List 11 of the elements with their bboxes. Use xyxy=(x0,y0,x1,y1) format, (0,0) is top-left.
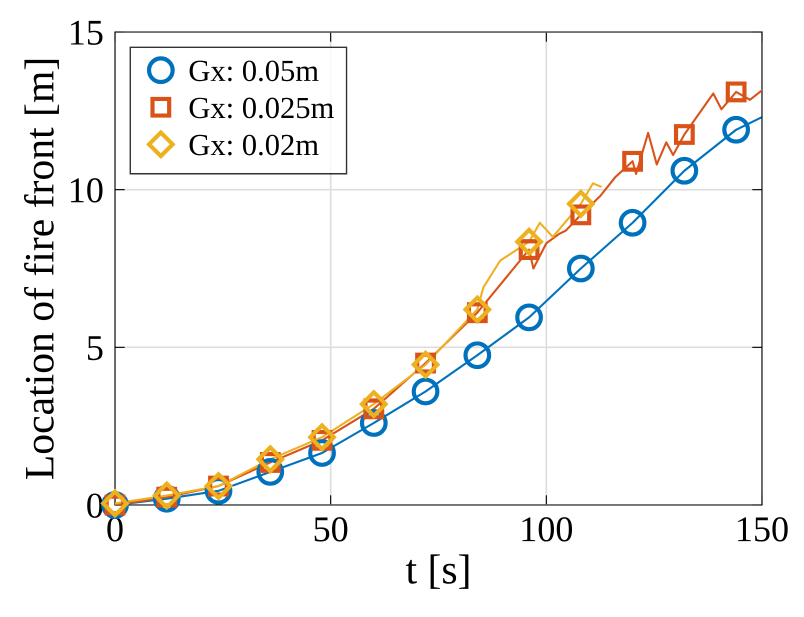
x-axis-title: t [s] xyxy=(406,554,468,589)
y-tick-label: 10 xyxy=(70,178,103,203)
legend-label: Gx: 0.025m xyxy=(190,98,334,118)
y-axis-title: Location of fire front [m] xyxy=(24,60,59,480)
y-tick-label: 15 xyxy=(70,20,102,45)
legend-label: Gx: 0.05m xyxy=(190,60,319,82)
x-tick-label: 150 xyxy=(738,517,788,542)
legend-label: Gx: 0.02m xyxy=(190,134,319,156)
x-tick-label: 50 xyxy=(314,517,348,542)
y-tick-label: 5 xyxy=(88,336,102,360)
x-tick-label: 100 xyxy=(522,517,572,542)
